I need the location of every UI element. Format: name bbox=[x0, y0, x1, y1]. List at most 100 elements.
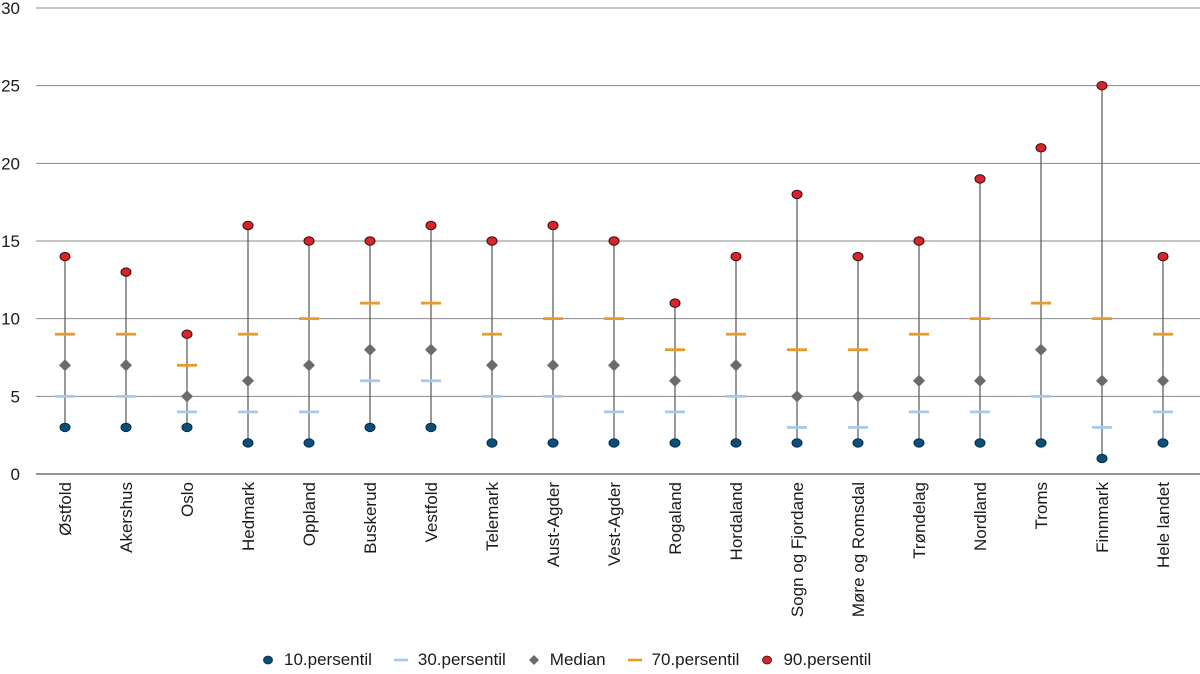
legend-item-90-persentil: 90.persentil bbox=[761, 650, 871, 670]
point-90-persentil bbox=[608, 236, 620, 246]
point-median bbox=[120, 359, 132, 372]
point-median bbox=[974, 374, 986, 387]
x-tick-label: Akershus bbox=[117, 482, 136, 553]
point-median bbox=[1157, 374, 1169, 387]
x-tick-label: Troms bbox=[1032, 482, 1051, 530]
percentile-chart: 0 5 10 15 20 25 30 Østfold Akershus Oslo Hedmark O… bbox=[1, 0, 1200, 617]
point-30-persentil bbox=[726, 394, 746, 398]
point-30-persentil bbox=[177, 410, 197, 414]
point-90-persentil bbox=[1035, 143, 1047, 153]
point-70-persentil bbox=[1031, 301, 1051, 305]
diamond-grey-icon bbox=[528, 655, 539, 665]
x-tick-label: Oppland bbox=[300, 482, 319, 546]
point-70-persentil bbox=[970, 317, 990, 321]
point-10-persentil bbox=[1035, 438, 1047, 448]
x-tick-label: Møre og Romsdal bbox=[849, 482, 868, 617]
x-tick-label: Sogn og Fjordane bbox=[788, 482, 807, 617]
point-70-persentil bbox=[55, 332, 75, 336]
point-90-persentil bbox=[913, 236, 925, 246]
y-tick-label: 0 bbox=[11, 465, 20, 484]
x-tick-label: Hele landet bbox=[1154, 482, 1173, 568]
point-median bbox=[791, 390, 803, 403]
point-30-persentil bbox=[299, 410, 319, 414]
point-30-persentil bbox=[55, 394, 75, 398]
point-median bbox=[730, 359, 742, 372]
x-tick-label: Rogaland bbox=[666, 482, 685, 555]
point-30-persentil bbox=[1092, 426, 1112, 429]
point-median bbox=[181, 390, 193, 403]
gridlines bbox=[36, 7, 1200, 475]
point-10-persentil bbox=[486, 438, 498, 448]
point-10-persentil bbox=[852, 438, 864, 448]
legend: 10.persentil 30.persentil Median 70.pers… bbox=[0, 650, 1200, 674]
legend-item-10-persentil: 10.persentil bbox=[262, 650, 372, 670]
legend-label: 90.persentil bbox=[783, 650, 872, 669]
y-tick-label: 20 bbox=[1, 154, 20, 173]
legend-label: Median bbox=[549, 650, 606, 669]
point-70-persentil bbox=[1153, 332, 1173, 336]
x-tick-label: Buskerud bbox=[361, 482, 380, 554]
point-10-persentil bbox=[608, 438, 620, 448]
point-70-persentil bbox=[238, 332, 258, 336]
point-70-persentil bbox=[543, 317, 563, 321]
x-tick-label: Hordaland bbox=[727, 482, 746, 560]
point-30-persentil bbox=[909, 410, 929, 414]
point-90-persentil bbox=[486, 236, 498, 246]
point-30-persentil bbox=[116, 394, 136, 398]
point-90-persentil bbox=[669, 298, 681, 308]
point-90-persentil bbox=[1096, 80, 1108, 91]
x-tick-label: Trøndelag bbox=[910, 482, 929, 559]
x-tick-label: Vest-Agder bbox=[605, 482, 624, 566]
x-tick-label: Telemark bbox=[483, 482, 502, 551]
circle-blue-icon bbox=[263, 655, 273, 665]
point-median bbox=[547, 359, 559, 372]
point-70-persentil bbox=[360, 301, 380, 305]
point-median bbox=[1096, 374, 1108, 387]
legend-item-median: Median bbox=[528, 650, 606, 670]
point-median bbox=[1035, 343, 1047, 356]
legend-label: 70.persentil bbox=[651, 650, 740, 669]
point-10-persentil bbox=[425, 422, 437, 433]
point-90-persentil bbox=[181, 329, 193, 339]
y-tick-label: 30 bbox=[1, 0, 20, 18]
legend-item-30-persentil: 30.persentil bbox=[393, 650, 506, 670]
point-10-persentil bbox=[242, 438, 254, 448]
x-tick-label: Hedmark bbox=[239, 482, 258, 551]
point-90-persentil bbox=[791, 189, 803, 200]
point-median bbox=[242, 374, 254, 387]
y-tick-label: 15 bbox=[1, 232, 20, 251]
point-90-persentil bbox=[730, 251, 742, 262]
point-90-persentil bbox=[242, 220, 254, 231]
x-tick-label: Oslo bbox=[178, 482, 197, 517]
point-30-persentil bbox=[421, 379, 441, 383]
point-10-persentil bbox=[974, 438, 986, 448]
point-90-persentil bbox=[1157, 251, 1169, 262]
point-70-persentil bbox=[848, 348, 868, 352]
point-90-persentil bbox=[364, 236, 376, 246]
point-median bbox=[852, 390, 864, 403]
point-30-persentil bbox=[482, 394, 502, 398]
point-70-persentil bbox=[604, 317, 624, 321]
point-10-persentil bbox=[791, 438, 803, 448]
point-10-persentil bbox=[59, 422, 71, 433]
point-median bbox=[486, 359, 498, 372]
x-tick-label: Finnmark bbox=[1093, 482, 1112, 553]
dash-lightblue-icon bbox=[393, 658, 408, 662]
point-30-persentil bbox=[604, 410, 624, 414]
point-90-persentil bbox=[547, 220, 559, 231]
point-10-persentil bbox=[547, 438, 559, 448]
legend-item-70-persentil: 70.persentil bbox=[627, 650, 740, 670]
point-90-persentil bbox=[425, 220, 437, 231]
point-10-persentil bbox=[913, 438, 925, 448]
point-10-persentil bbox=[1096, 453, 1108, 464]
point-70-persentil bbox=[665, 348, 685, 352]
point-70-persentil bbox=[421, 301, 441, 305]
y-axis-ticks: 0 5 10 15 20 25 30 bbox=[1, 0, 20, 484]
legend-label: 30.persentil bbox=[417, 650, 506, 669]
point-median bbox=[608, 359, 620, 372]
point-30-persentil bbox=[787, 426, 807, 429]
point-70-persentil bbox=[299, 317, 319, 321]
point-30-persentil bbox=[970, 410, 990, 414]
point-10-persentil bbox=[181, 422, 193, 433]
point-70-persentil bbox=[482, 332, 502, 336]
